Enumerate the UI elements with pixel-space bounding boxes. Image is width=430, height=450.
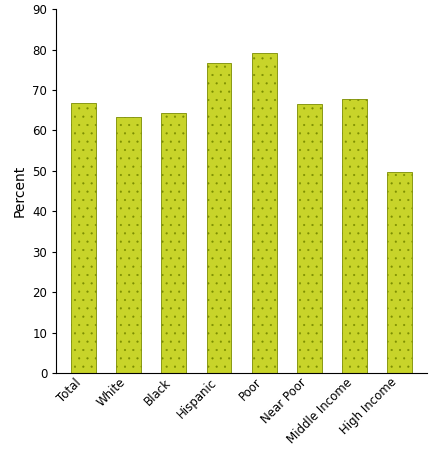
Bar: [387, 172, 411, 373]
Bar: [341, 99, 366, 373]
Bar: [116, 117, 141, 373]
Bar: [161, 113, 186, 373]
Bar: [296, 104, 321, 373]
Bar: [71, 104, 95, 373]
Y-axis label: Percent: Percent: [13, 165, 27, 217]
Bar: [251, 53, 276, 373]
Bar: [206, 63, 231, 373]
